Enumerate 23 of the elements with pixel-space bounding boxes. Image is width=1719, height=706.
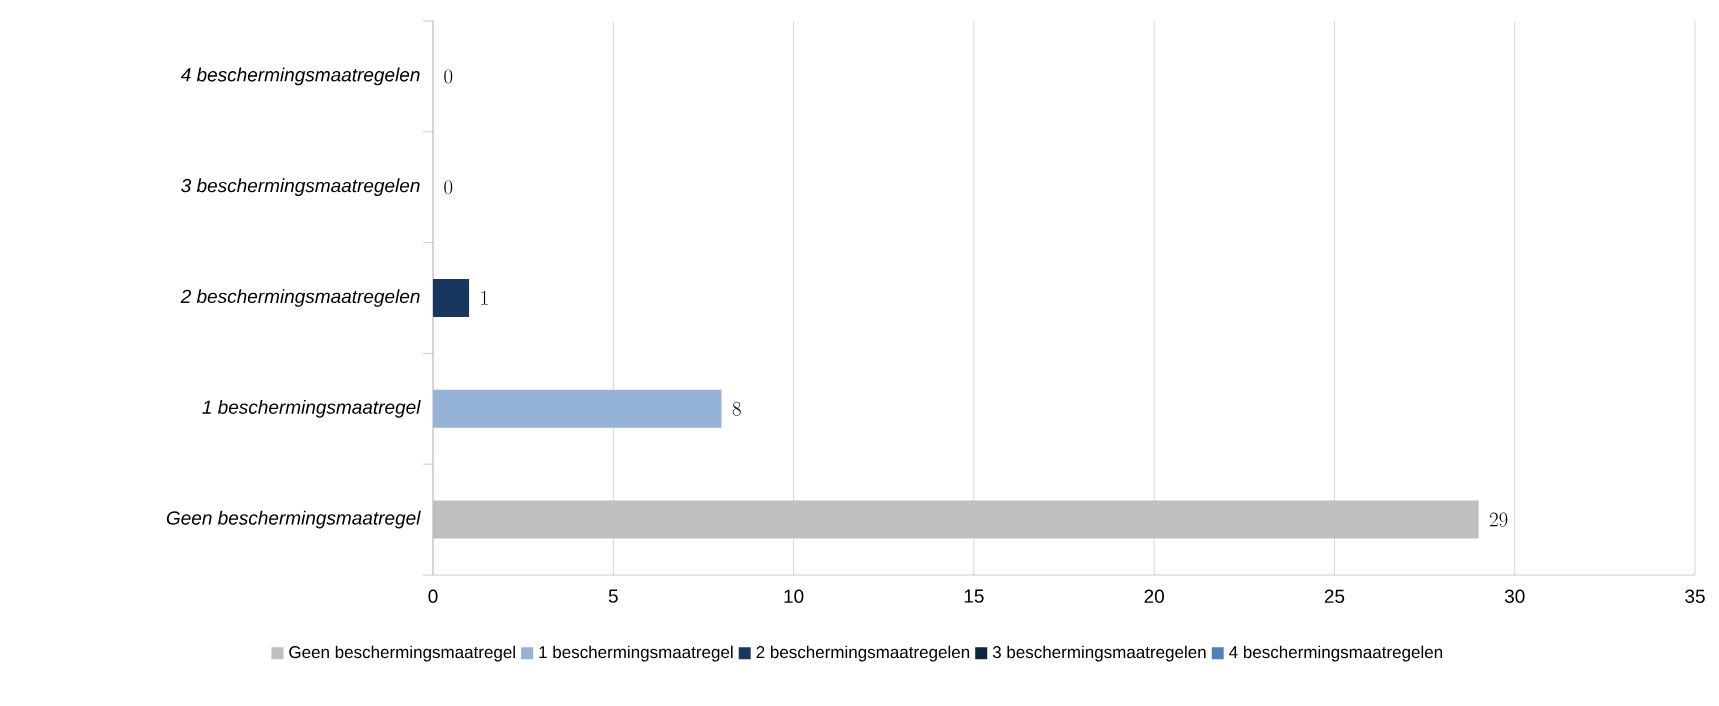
x-tick-label: 35 — [1685, 589, 1705, 603]
data-label: 0 — [444, 180, 453, 195]
y-tick-label: 2 beschermingsmaatregelen — [180, 289, 420, 307]
legend-label: 3 beschermingsmaatregelen — [992, 645, 1206, 662]
x-tick-label: 5 — [608, 589, 618, 603]
x-tick-label: 15 — [964, 589, 984, 603]
y-tick-label: Geen beschermingsmaatregel — [166, 510, 421, 529]
legend-label: 2 beschermingsmaatregelen — [756, 645, 970, 662]
y-tick-label: 4 beschermingsmaatregelen — [180, 67, 420, 86]
legend-label: Geen beschermingsmaatregel — [289, 645, 515, 662]
x-tick-label: 0 — [428, 589, 438, 603]
data-label: 1 — [481, 291, 488, 305]
x-tick-label: 20 — [1144, 589, 1164, 603]
y-tick-label: 1 beschermingsmaatregel — [202, 399, 421, 418]
y-tick-label: 3 beschermingsmaatregelen — [181, 178, 420, 197]
legend-label: 1 beschermingsmaatregel — [539, 645, 733, 662]
legend-label: 4 beschermingsmaatregelen — [1229, 645, 1443, 662]
data-label: 29 — [1490, 512, 1508, 527]
x-tick-label: 25 — [1324, 589, 1345, 603]
data-label: 0 — [444, 69, 453, 84]
x-tick-label: 30 — [1504, 589, 1525, 603]
data-label: 8 — [732, 401, 741, 416]
x-tick-label: 10 — [784, 589, 804, 603]
